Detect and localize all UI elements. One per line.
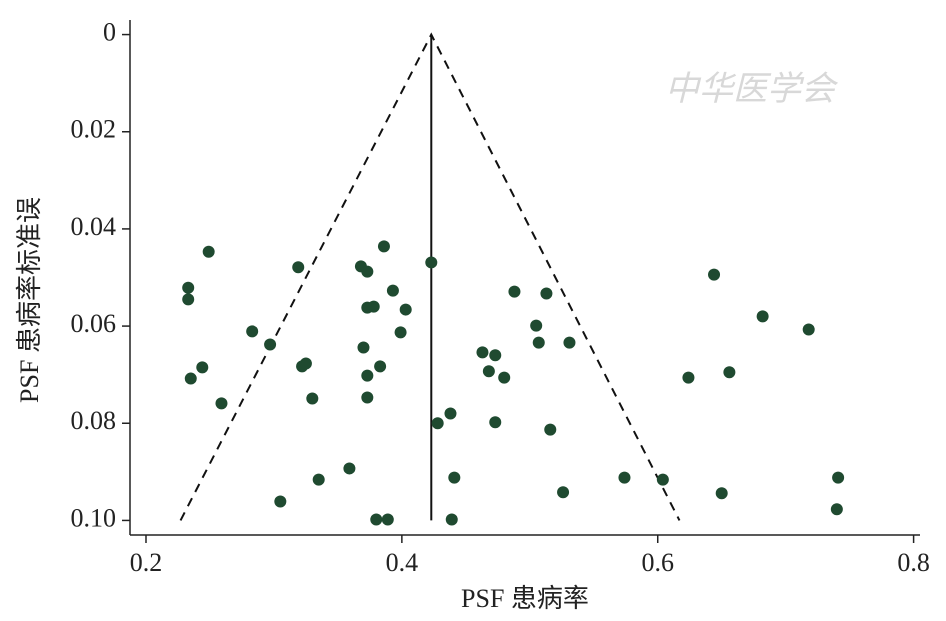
point <box>482 365 495 378</box>
point <box>618 471 631 484</box>
point <box>723 366 736 379</box>
x-tick-label: 0.4 <box>386 548 419 577</box>
point <box>361 369 374 382</box>
point <box>532 336 545 349</box>
y-tick-label: 0.06 <box>71 309 117 338</box>
point <box>394 326 407 339</box>
point <box>715 487 728 500</box>
x-axis-title: PSF 患病率 <box>461 584 589 613</box>
point <box>425 256 438 269</box>
funnel-line <box>179 32 681 521</box>
y-tick-label: 0.02 <box>71 115 117 144</box>
point <box>557 486 570 499</box>
x-tick-label: 0.6 <box>641 548 674 577</box>
point <box>445 513 458 526</box>
point <box>343 462 356 475</box>
x-tick-label: 0.2 <box>130 548 163 577</box>
point <box>306 392 319 405</box>
point <box>830 503 843 516</box>
point <box>374 360 387 373</box>
point <box>357 341 370 354</box>
y-tick-label: 0 <box>103 18 116 47</box>
point <box>274 495 287 508</box>
point <box>708 268 721 281</box>
point <box>264 338 277 351</box>
point <box>246 325 259 338</box>
point <box>399 303 412 316</box>
point <box>832 471 845 484</box>
point <box>544 423 557 436</box>
point <box>444 407 457 420</box>
point <box>182 281 195 294</box>
point <box>489 416 502 429</box>
watermark: 中华医学会 <box>665 71 839 108</box>
point <box>498 371 511 384</box>
point <box>508 285 521 298</box>
point <box>448 471 461 484</box>
point <box>312 473 325 486</box>
point <box>377 240 390 253</box>
point <box>292 261 305 274</box>
y-axis-title: PSF 患病率标准误 <box>15 197 44 403</box>
point <box>802 323 815 336</box>
point <box>656 473 669 486</box>
point <box>196 361 209 374</box>
point <box>182 293 195 306</box>
point <box>299 357 312 370</box>
point <box>202 245 215 258</box>
point <box>184 372 197 385</box>
x-tick-label: 0.8 <box>897 548 930 577</box>
point <box>367 300 380 313</box>
point <box>431 417 444 430</box>
point <box>361 265 374 278</box>
point <box>386 284 399 297</box>
y-tick-label: 0.10 <box>71 503 117 532</box>
y-tick-label: 0.04 <box>71 212 117 241</box>
point <box>563 336 576 349</box>
point <box>530 319 543 332</box>
point <box>370 513 383 526</box>
point <box>540 287 553 300</box>
point <box>489 349 502 362</box>
point <box>476 346 489 359</box>
point <box>215 397 228 410</box>
y-tick-label: 0.08 <box>71 406 117 435</box>
point <box>381 513 394 526</box>
point <box>682 371 695 384</box>
point <box>361 391 374 404</box>
point <box>756 310 769 323</box>
